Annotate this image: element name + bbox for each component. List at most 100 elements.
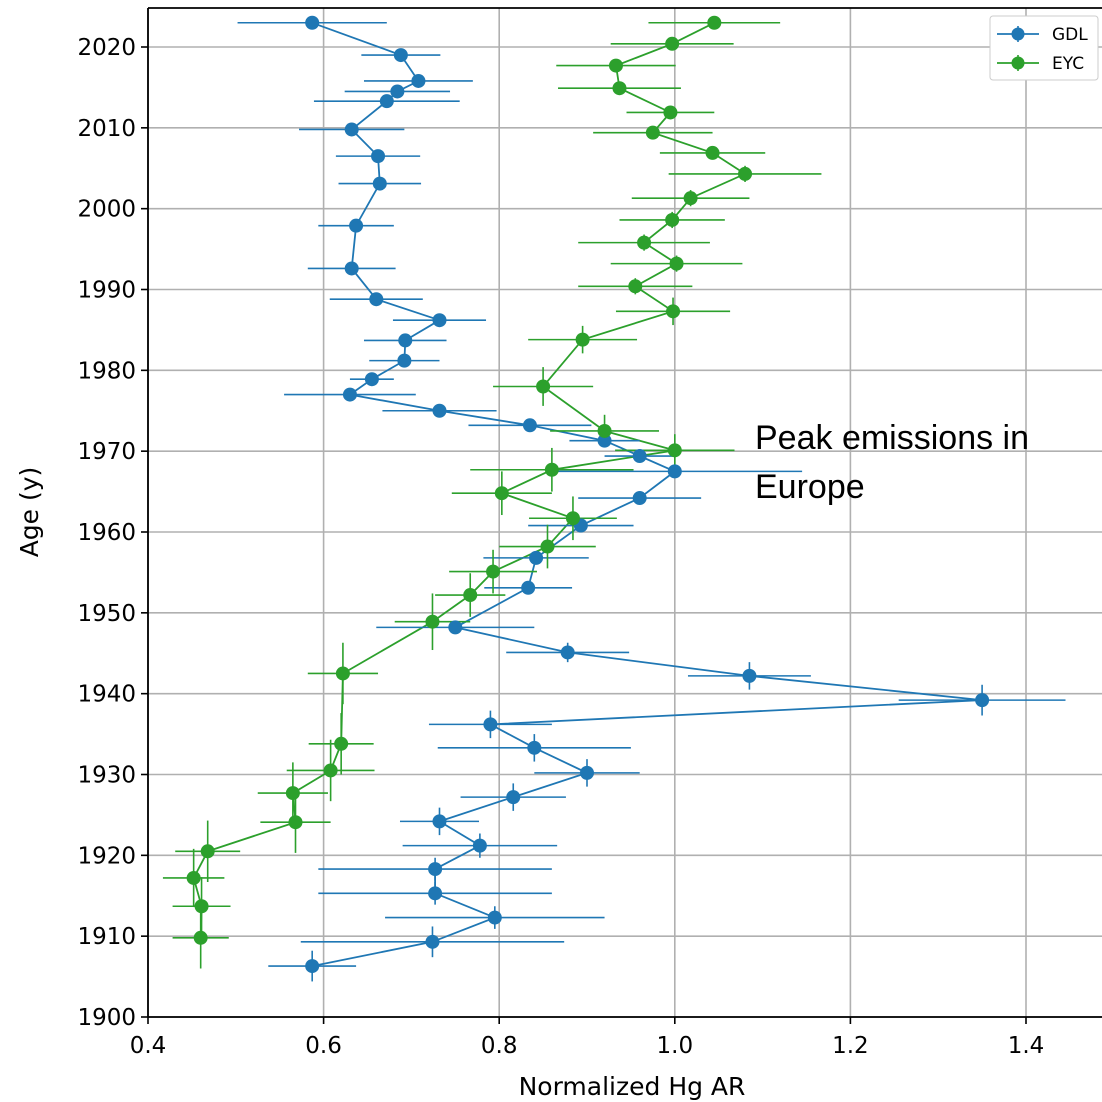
data-point-gdl <box>472 838 487 853</box>
annotation-line-2: Europe <box>755 468 865 506</box>
plot-background <box>148 8 1102 1017</box>
x-tick-label: 1.4 <box>1008 1033 1045 1059</box>
y-tick-label: 1930 <box>77 763 136 789</box>
data-point-eyc <box>486 564 501 579</box>
data-point-gdl <box>428 886 443 901</box>
data-point-gdl <box>369 292 384 307</box>
data-point-eyc <box>288 815 303 830</box>
series-line-gdl <box>311 21 983 967</box>
y-tick-label: 1990 <box>77 278 136 304</box>
x-tick-label: 0.8 <box>481 1033 518 1059</box>
x-tick-label: 0.6 <box>305 1033 342 1059</box>
data-point-eyc <box>705 145 720 160</box>
y-tick-label: 1910 <box>77 924 136 950</box>
annotation-line-1: Peak emissions in <box>755 419 1029 457</box>
data-point-eyc <box>628 279 643 294</box>
legend: GDL EYC <box>989 15 1099 81</box>
x-tick-label: 1.0 <box>657 1033 694 1059</box>
data-point-eyc <box>665 36 680 51</box>
data-point-eyc <box>194 899 209 914</box>
data-point-gdl <box>398 333 413 348</box>
legend-label-gdl: GDL <box>1052 25 1088 45</box>
data-point-gdl <box>371 149 386 164</box>
data-point-gdl <box>521 580 536 595</box>
data-point-eyc <box>334 736 349 751</box>
data-point-eyc <box>540 539 555 554</box>
y-tick-label: 2010 <box>77 116 136 142</box>
y-tick-label: 1920 <box>77 843 136 869</box>
data-point-gdl <box>522 418 537 433</box>
data-point-eyc <box>335 666 350 681</box>
series-lines <box>192 21 983 967</box>
data-point-eyc <box>463 588 478 603</box>
data-point-gdl <box>560 645 575 660</box>
data-point-eyc <box>738 166 753 181</box>
data-point-gdl <box>448 620 463 635</box>
data-point-eyc <box>645 125 660 140</box>
data-point-gdl <box>390 84 405 99</box>
data-point-gdl <box>667 464 682 479</box>
data-point-gdl <box>742 668 757 683</box>
data-point-eyc <box>285 786 300 801</box>
data-point-eyc <box>494 486 509 501</box>
data-point-gdl <box>342 387 357 402</box>
data-point-gdl <box>305 959 320 974</box>
legend-label-eyc: EYC <box>1052 54 1084 74</box>
y-tick-label: 1970 <box>77 439 136 465</box>
annotation-peak-emissions: Peak emissions in Europe <box>755 419 1029 506</box>
data-point-gdl <box>529 550 544 565</box>
data-point-gdl <box>305 15 320 30</box>
data-point-eyc <box>575 332 590 347</box>
x-tick-label: 1.2 <box>832 1033 869 1059</box>
y-tick-label: 1940 <box>77 682 136 708</box>
data-point-eyc <box>683 191 698 206</box>
y-axis-ticks: 1900 1910 1920 1930 1940 1950 1960 1970 1980 1990… <box>77 35 148 1031</box>
data-point-eyc <box>544 462 559 477</box>
data-point-gdl <box>487 910 502 925</box>
data-point-gdl <box>597 433 612 448</box>
data-point-gdl <box>344 122 359 137</box>
data-point-gdl <box>349 218 364 233</box>
data-point-eyc <box>425 614 440 629</box>
data-point-eyc <box>565 511 580 526</box>
data-point-eyc <box>637 235 652 250</box>
data-point-eyc <box>536 379 551 394</box>
data-point-gdl <box>397 353 412 368</box>
data-point-eyc <box>193 930 208 945</box>
data-point-gdl <box>344 261 359 276</box>
data-point-gdl <box>428 862 443 877</box>
data-point-gdl <box>432 313 447 328</box>
series-line-eyc <box>192 21 747 938</box>
data-point-eyc <box>667 443 682 458</box>
data-points <box>186 15 990 974</box>
y-tick-label: 1960 <box>77 520 136 546</box>
x-axis-title: Normalized Hg AR <box>519 1072 746 1101</box>
data-point-eyc <box>663 105 678 120</box>
y-tick-label: 1980 <box>77 358 136 384</box>
data-point-gdl <box>432 403 447 418</box>
x-axis-ticks: 0.4 0.6 0.8 1.0 1.2 1.4 <box>130 1017 1045 1059</box>
data-point-gdl <box>975 693 990 708</box>
data-point-gdl <box>432 814 447 829</box>
x-tick-label: 0.4 <box>130 1033 167 1059</box>
data-point-gdl <box>506 790 521 805</box>
y-tick-label: 1900 <box>77 1005 136 1031</box>
data-point-eyc <box>669 256 684 271</box>
data-point-gdl <box>632 449 647 464</box>
grid-lines <box>147 8 1102 1018</box>
data-point-gdl <box>411 73 426 88</box>
y-tick-label: 2000 <box>77 197 136 223</box>
y-axis-title: Age (y) <box>15 467 44 558</box>
data-point-gdl <box>372 176 387 191</box>
data-point-eyc <box>707 15 722 30</box>
data-point-gdl <box>364 372 379 387</box>
data-point-gdl <box>580 765 594 780</box>
data-point-gdl <box>632 491 647 506</box>
data-point-eyc <box>666 304 681 319</box>
axes-frame <box>147 7 1102 1018</box>
data-point-eyc <box>186 870 201 885</box>
data-point-gdl <box>483 717 498 732</box>
data-point-eyc <box>323 763 338 778</box>
legend-marker-gdl <box>1011 27 1025 41</box>
